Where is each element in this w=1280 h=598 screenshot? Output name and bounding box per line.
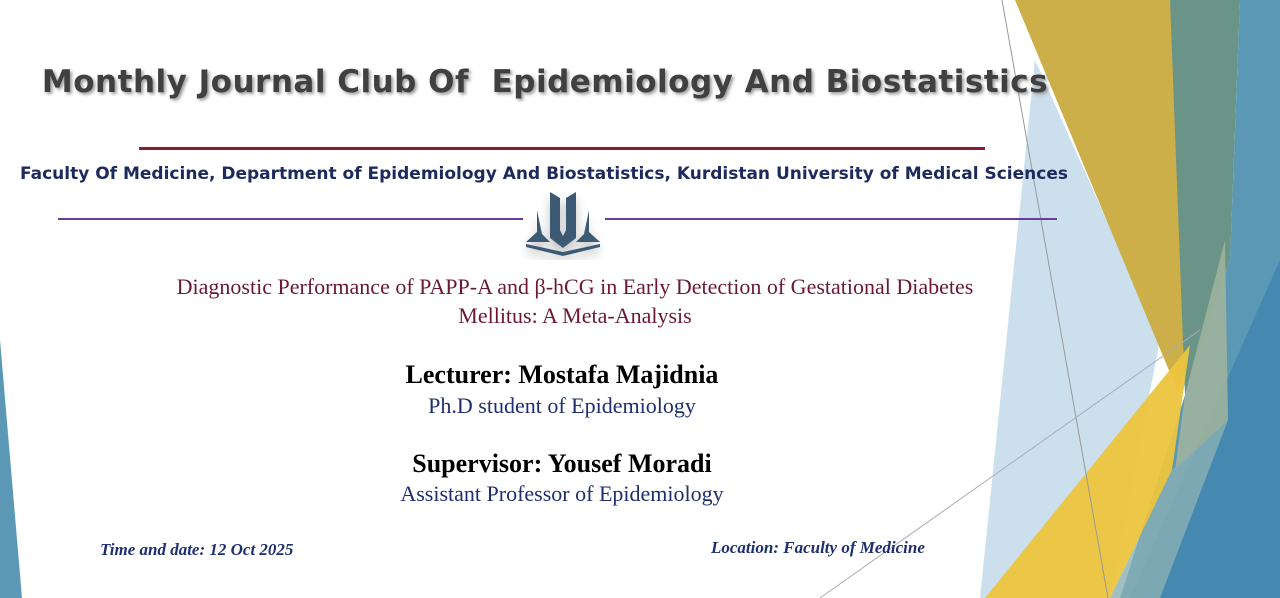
supervisor-role: Assistant Professor of Epidemiology: [400, 481, 724, 506]
divider: [58, 218, 523, 220]
faculty-subtitle: Faculty Of Medicine, Department of Epide…: [20, 164, 1068, 184]
paper-title: Diagnostic Performance of PAPP-A and β-h…: [0, 272, 1150, 330]
supervisor-name: Supervisor: Yousef Moradi: [412, 449, 712, 478]
divider: [605, 218, 1057, 220]
paper-title-line-1: Diagnostic Performance of PAPP-A and β-h…: [176, 274, 974, 299]
lecturer-name: Lecturer: Mostafa Majidnia: [405, 360, 719, 389]
university-logo-icon: [526, 192, 600, 256]
thin-line: [1001, 0, 1109, 598]
thin-line: [819, 329, 1201, 598]
paper-title-line-2: Mellitus: A Meta-Analysis: [458, 303, 692, 328]
time-and-date: Time and date: 12 Oct 2025: [100, 540, 294, 559]
gold-shape: [1015, 0, 1205, 392]
teal-shape: [1165, 0, 1240, 395]
location: Location: Faculty of Medicine: [711, 538, 925, 557]
divider: [139, 147, 985, 150]
lecturer-role: Ph.D student of Epidemiology: [428, 393, 696, 418]
left-blue-shape: [0, 340, 22, 598]
page-title: Monthly Journal Club Of Epidemiology And…: [41, 64, 1049, 100]
yellow-shape: [985, 345, 1190, 598]
